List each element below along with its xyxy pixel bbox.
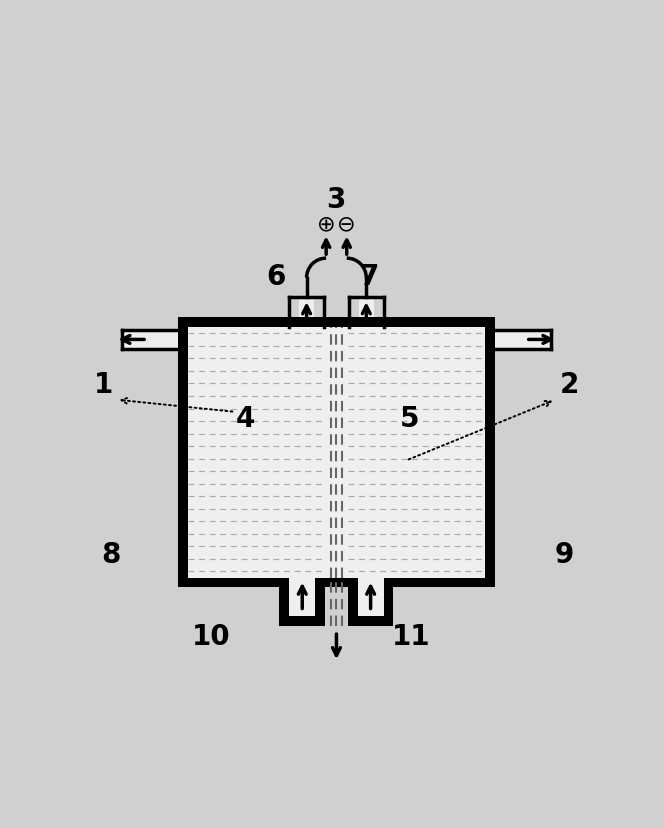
- Bar: [299, 298, 314, 328]
- Bar: [178, 578, 495, 588]
- Bar: [358, 578, 384, 588]
- Bar: [359, 298, 374, 328]
- Text: 1: 1: [94, 371, 113, 399]
- Text: 8: 8: [102, 541, 121, 568]
- Bar: [280, 617, 325, 626]
- Bar: [290, 588, 315, 617]
- Text: ⊖: ⊖: [337, 214, 356, 233]
- Text: 7: 7: [359, 262, 378, 291]
- Text: 5: 5: [400, 404, 420, 432]
- Bar: [290, 578, 315, 588]
- Bar: [485, 318, 495, 588]
- Text: 2: 2: [560, 371, 579, 399]
- Bar: [122, 330, 178, 349]
- Text: 4: 4: [236, 404, 255, 432]
- Text: 10: 10: [193, 622, 231, 650]
- Bar: [188, 328, 485, 578]
- Bar: [178, 318, 188, 588]
- Text: 6: 6: [266, 262, 286, 291]
- Text: 11: 11: [392, 622, 430, 650]
- Bar: [315, 578, 325, 626]
- Bar: [348, 617, 393, 626]
- Bar: [384, 578, 393, 626]
- Bar: [495, 330, 551, 349]
- Bar: [280, 578, 290, 626]
- Text: 9: 9: [554, 541, 574, 568]
- Bar: [348, 578, 358, 626]
- Bar: [178, 318, 495, 328]
- Text: ⊕: ⊕: [317, 214, 335, 233]
- Bar: [358, 588, 384, 617]
- Text: 3: 3: [327, 185, 346, 214]
